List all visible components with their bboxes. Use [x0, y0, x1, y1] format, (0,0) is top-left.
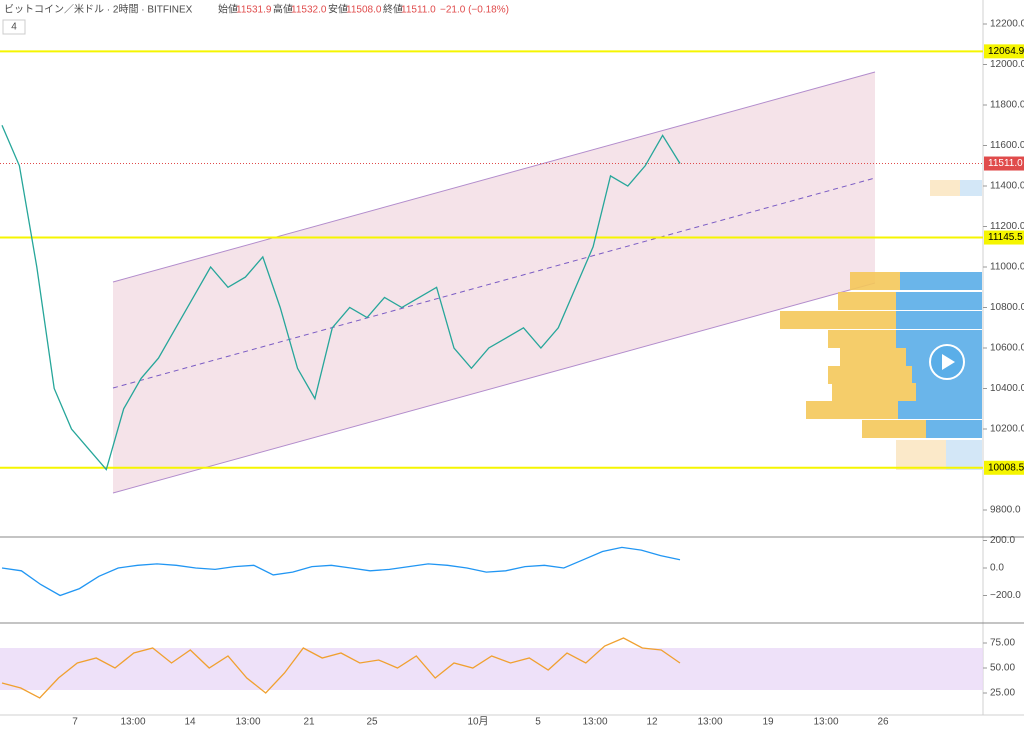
time-label: 14	[184, 717, 196, 728]
open-label: 始値	[218, 3, 238, 16]
channel-mid	[112, 177, 876, 389]
indicator-tick-label: 0.0	[990, 563, 1004, 574]
macd-line	[1, 546, 681, 597]
indicator-tick-label: 75.00	[990, 638, 1015, 649]
level-tag	[984, 230, 1024, 245]
level-label: 10008.5	[988, 462, 1024, 473]
level-tag	[984, 44, 1024, 59]
time-label: 25	[366, 717, 378, 728]
time-label: 13:00	[235, 717, 260, 728]
time-label: 10月	[467, 716, 488, 728]
open: 11531.9	[236, 5, 272, 16]
last-price-tag	[984, 156, 1024, 171]
rsi-line	[1, 637, 681, 699]
time-label: 26	[877, 717, 889, 728]
symbol: ビットコイン／米ドル · 2時間 · BITFINEX	[4, 3, 193, 16]
time-label: 12	[646, 717, 658, 728]
last-price-label: 11511.0	[988, 158, 1023, 169]
channel-lower	[112, 282, 876, 494]
high: 11532.0	[291, 5, 327, 16]
time-label: 7	[72, 717, 78, 728]
close: 11511.0	[401, 5, 436, 16]
low: 11508.0	[346, 5, 382, 16]
price-tick-label: 9800.0	[990, 505, 1021, 516]
price-axis-bg	[983, 0, 1024, 730]
time-label: 13:00	[697, 717, 722, 728]
indicator-tick-label: 25.00	[990, 688, 1015, 699]
change: −21.0 (−0.18%)	[440, 5, 509, 16]
level-tag	[984, 460, 1024, 475]
price-tick-label: 12000.0	[990, 59, 1024, 70]
time-label: 13:00	[120, 717, 145, 728]
level-label: 12064.9	[988, 46, 1024, 57]
channel-upper	[112, 71, 876, 283]
time-label: 19	[762, 717, 774, 728]
price-tick-label: 11000.0	[990, 262, 1024, 273]
indicator-tick-label: 50.00	[990, 663, 1015, 674]
high-label: 高値	[273, 3, 293, 16]
time-label: 5	[535, 717, 541, 728]
price-tick-label: 10200.0	[990, 424, 1024, 435]
rsi-band	[0, 648, 983, 690]
indicator-toggle[interactable]	[2, 19, 26, 35]
price-tick-label: 10800.0	[990, 302, 1024, 313]
price-tick-label: 10600.0	[990, 343, 1024, 354]
play-icon	[942, 354, 955, 370]
time-label: 21	[303, 717, 315, 728]
price-tick-label: 11400.0	[990, 181, 1024, 192]
close-label: 終値	[383, 3, 403, 16]
price-line	[1, 125, 681, 471]
time-label: 13:00	[813, 717, 838, 728]
low-label: 安値	[328, 3, 348, 16]
price-tick-label: 10400.0	[990, 383, 1024, 394]
price-tick-label: 11600.0	[990, 140, 1024, 151]
channel	[113, 72, 875, 493]
indicator-count: 4	[11, 22, 17, 33]
indicator-tick-label: −200.0	[990, 590, 1021, 601]
price-tick-label: 11800.0	[990, 100, 1024, 111]
price-tick-label: 11200.0	[990, 221, 1024, 232]
time-label: 13:00	[582, 717, 607, 728]
level-label: 11145.5	[988, 232, 1023, 243]
indicator-tick-label: 200.0	[990, 535, 1015, 546]
price-tick-label: 12200.0	[990, 19, 1024, 30]
